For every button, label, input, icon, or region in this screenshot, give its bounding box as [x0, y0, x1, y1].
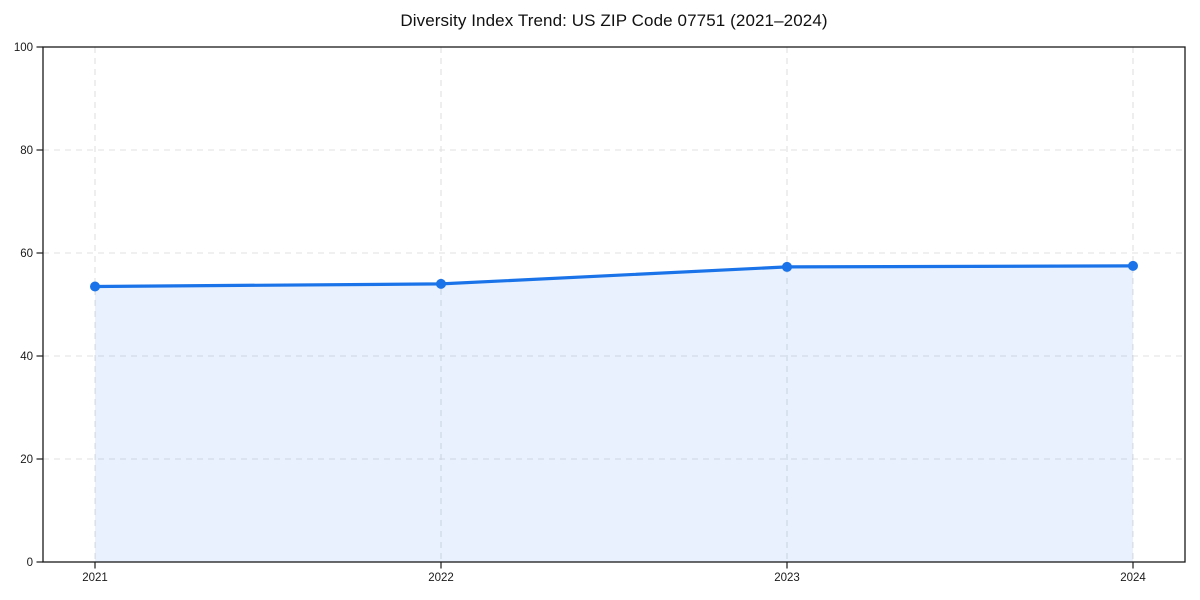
data-point — [436, 278, 446, 289]
trend-line — [93, 264, 1135, 289]
y-tick-label: 0 — [27, 557, 33, 569]
x-tick-label: 2023 — [774, 572, 800, 584]
y-tick-label: 20 — [20, 454, 33, 466]
area-fill — [95, 265, 1133, 562]
data-point — [1128, 260, 1138, 271]
x-tick-label: 2021 — [82, 572, 108, 584]
y-tick-label: 40 — [20, 351, 33, 363]
data-point — [782, 261, 792, 272]
y-axis: 0 20 40 60 80 100 — [14, 42, 43, 569]
y-tick-label: 60 — [20, 248, 33, 260]
y-tick-label: 80 — [20, 145, 33, 157]
data-point — [90, 281, 100, 292]
chart-title: Diversity Index Trend: US ZIP Code 07751… — [400, 11, 828, 30]
x-axis: 2021 2022 2023 2024 — [82, 562, 1146, 584]
plot-border — [42, 46, 1186, 563]
x-tick-label: 2022 — [428, 572, 454, 584]
y-tick-label: 100 — [14, 42, 33, 54]
data-points — [90, 260, 1138, 292]
x-tick-label: 2024 — [1120, 572, 1146, 584]
